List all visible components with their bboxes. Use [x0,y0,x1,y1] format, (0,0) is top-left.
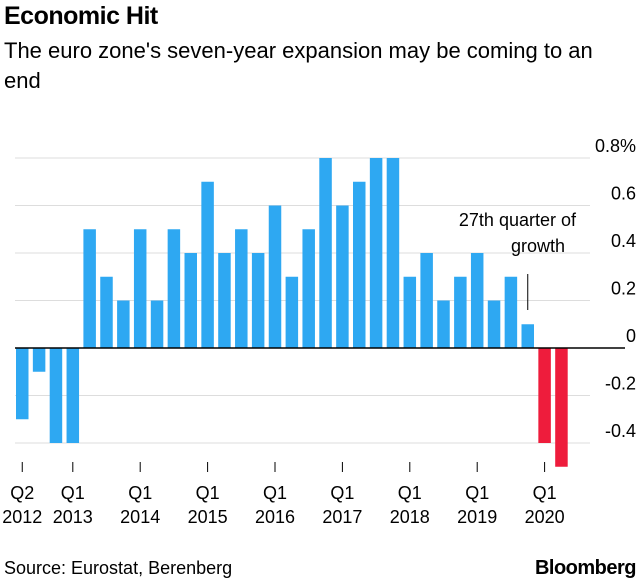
bar [454,276,467,348]
bar [487,300,501,348]
bar [117,300,130,348]
bar [353,181,366,348]
bar [302,229,315,348]
y-tick-label: 0 [626,326,636,346]
x-tick-label: Q1 [398,483,422,503]
x-tick-label: Q1 [465,483,489,503]
y-tick-label: -0.4 [605,421,636,441]
bar [268,205,282,348]
bar [133,229,147,348]
bar [218,253,231,348]
bar [369,158,383,348]
bar [100,276,113,348]
bar [201,181,214,348]
x-tick-label: 2014 [120,507,160,527]
bar [386,158,400,348]
bar [555,348,568,467]
y-tick-label: 0.4 [611,231,636,251]
x-tick-label: 2013 [53,507,93,527]
x-tick-label: Q1 [263,483,287,503]
x-tick-label: Q1 [533,483,557,503]
chart-title: Economic Hit [4,2,158,30]
bar [150,300,164,348]
x-tick-label: 2020 [525,507,565,527]
brand-logo: Bloomberg [534,557,637,579]
x-tick-label: 2012 [2,507,42,527]
bar [16,348,29,420]
bar [66,348,80,443]
bar [32,348,46,372]
bar [83,229,96,348]
bar [167,229,181,348]
y-tick-label: 0.6 [611,184,636,204]
x-tick-label: Q1 [196,483,220,503]
bar [49,348,63,443]
bar [420,253,433,348]
x-tick-label: 2019 [457,507,497,527]
bar [235,229,248,348]
x-tick-label: 2015 [188,507,228,527]
x-tick-label: Q2 [10,483,34,503]
bar [251,253,265,348]
bar [184,253,197,348]
x-tick-label: Q1 [330,483,354,503]
chart-subtitle: The euro zone's seven-year expansion may… [4,38,593,93]
bar [470,253,484,348]
annotation-label: 27th quarter of [459,210,577,230]
bar [538,348,551,443]
x-tick-label: Q1 [61,483,85,503]
bar [285,276,299,348]
bar [504,276,518,348]
bar [336,205,349,348]
annotation-label: growth [511,236,565,256]
x-tick-label: 2016 [255,507,295,527]
y-tick-label: -0.2 [605,374,636,394]
y-tick-label: 0.8% [595,136,636,156]
x-tick-label: 2018 [390,507,430,527]
bar [319,158,332,348]
x-tick-label: Q1 [128,483,152,503]
bar [437,300,450,348]
bar [403,276,417,348]
source-note: Source: Eurostat, Berenberg [4,558,233,578]
y-tick-label: 0.2 [611,279,636,299]
bar [521,324,534,348]
x-tick-label: 2017 [322,507,362,527]
